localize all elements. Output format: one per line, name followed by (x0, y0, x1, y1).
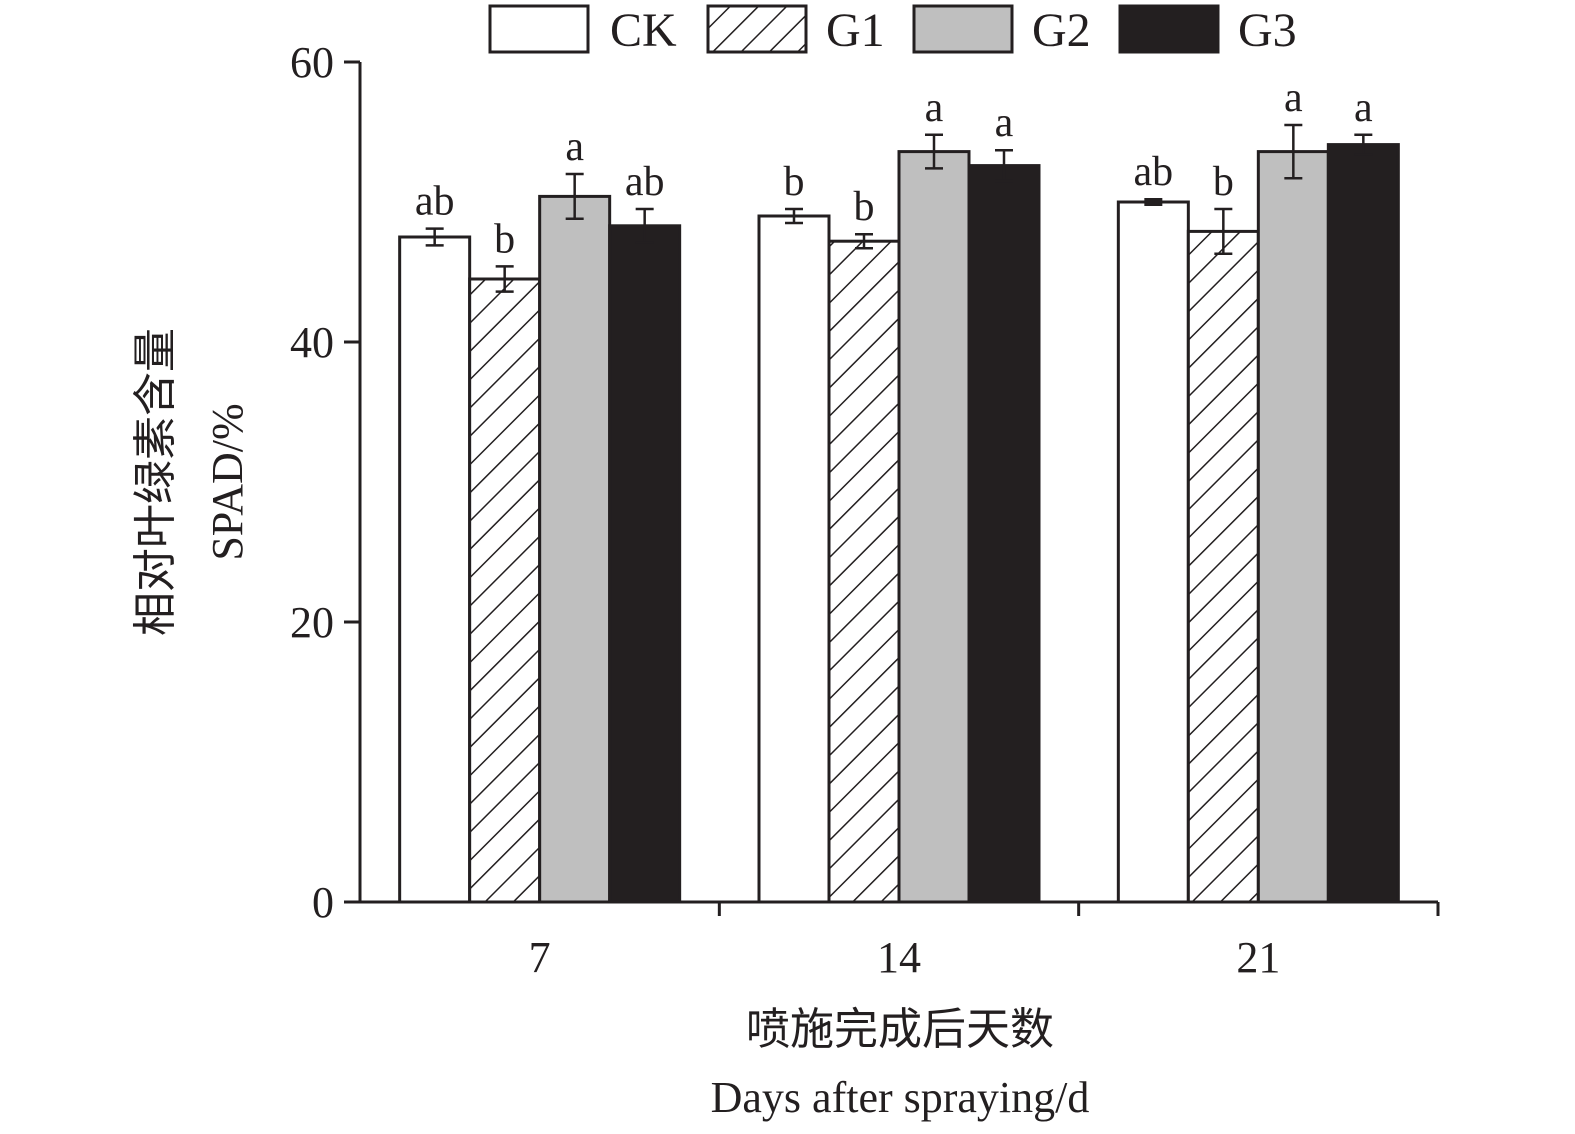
legend-label: G3 (1238, 4, 1297, 57)
significance-label: a (1284, 75, 1303, 121)
significance-label: a (995, 100, 1014, 146)
significance-label: b (1213, 159, 1234, 205)
x-axis-title-english: Days after spraying/d (711, 1073, 1090, 1122)
legend-item-ck: CK (488, 4, 677, 57)
bar-g1-day-7 (468, 277, 542, 904)
legend-label: G1 (826, 4, 885, 57)
legend-item-g2: G2 (912, 4, 1091, 57)
legend-swatch (488, 4, 590, 54)
error-bar (1144, 197, 1163, 207)
x-tick-label: 21 (1236, 933, 1280, 982)
error-bar (635, 207, 654, 244)
significance-label: ab (625, 159, 665, 205)
error-bar (565, 172, 584, 221)
legend-swatch (706, 4, 808, 54)
error-bar (425, 227, 444, 247)
significance-label: a (1354, 85, 1373, 131)
error-bar (1284, 123, 1303, 180)
bar-ck-day-7 (398, 235, 472, 904)
bar-g2-day-14 (897, 150, 971, 904)
bar-ck-day-21 (1116, 200, 1190, 904)
legend-label: CK (610, 4, 677, 57)
error-bar (1354, 133, 1373, 156)
error-bar (995, 148, 1013, 183)
legend-item-g1: G1 (706, 4, 885, 57)
legend-item-g3: G3 (1118, 4, 1297, 57)
legend: CK G1 G2 G3 (488, 4, 1297, 57)
bar-ck-day-14 (757, 214, 831, 904)
significance-label: a (925, 85, 944, 131)
error-bar (1214, 207, 1233, 256)
significance-label: ab (1134, 149, 1174, 195)
x-axis-title-chinese: 喷施完成后天数 (746, 1005, 1054, 1054)
significance-label: b (494, 216, 515, 262)
significance-label: b (854, 184, 875, 230)
bar-g3-day-14 (967, 164, 1041, 904)
significance-label: ab (415, 179, 455, 225)
y-tick-label: 40 (290, 318, 334, 367)
y-tick-label: 0 (312, 878, 334, 927)
bar-g3-day-7 (608, 224, 682, 904)
error-bar (855, 232, 873, 250)
bar-g2-day-21 (1256, 150, 1330, 904)
bar-g3-day-21 (1326, 143, 1400, 904)
legend-swatch (1118, 4, 1220, 54)
error-bar (495, 265, 514, 293)
bar-g1-day-14 (827, 239, 901, 904)
x-tick-label: 7 (529, 933, 551, 982)
legend-swatch (912, 4, 1014, 54)
significance-label: a (565, 124, 584, 170)
error-bar (925, 133, 943, 170)
error-bar (785, 207, 803, 225)
bar-g2-day-7 (538, 194, 612, 904)
bar-g1-day-21 (1186, 229, 1260, 904)
y-axis-title-chinese: 相对叶绿素含量 (131, 328, 180, 636)
y-axis-title-english: SPAD/% (203, 403, 252, 560)
bars (398, 123, 1400, 904)
y-tick-label: 60 (290, 38, 334, 87)
x-tick-label: 14 (877, 933, 921, 982)
legend-label: G2 (1032, 4, 1091, 57)
significance-label: b (784, 159, 805, 205)
y-tick-label: 20 (290, 598, 334, 647)
